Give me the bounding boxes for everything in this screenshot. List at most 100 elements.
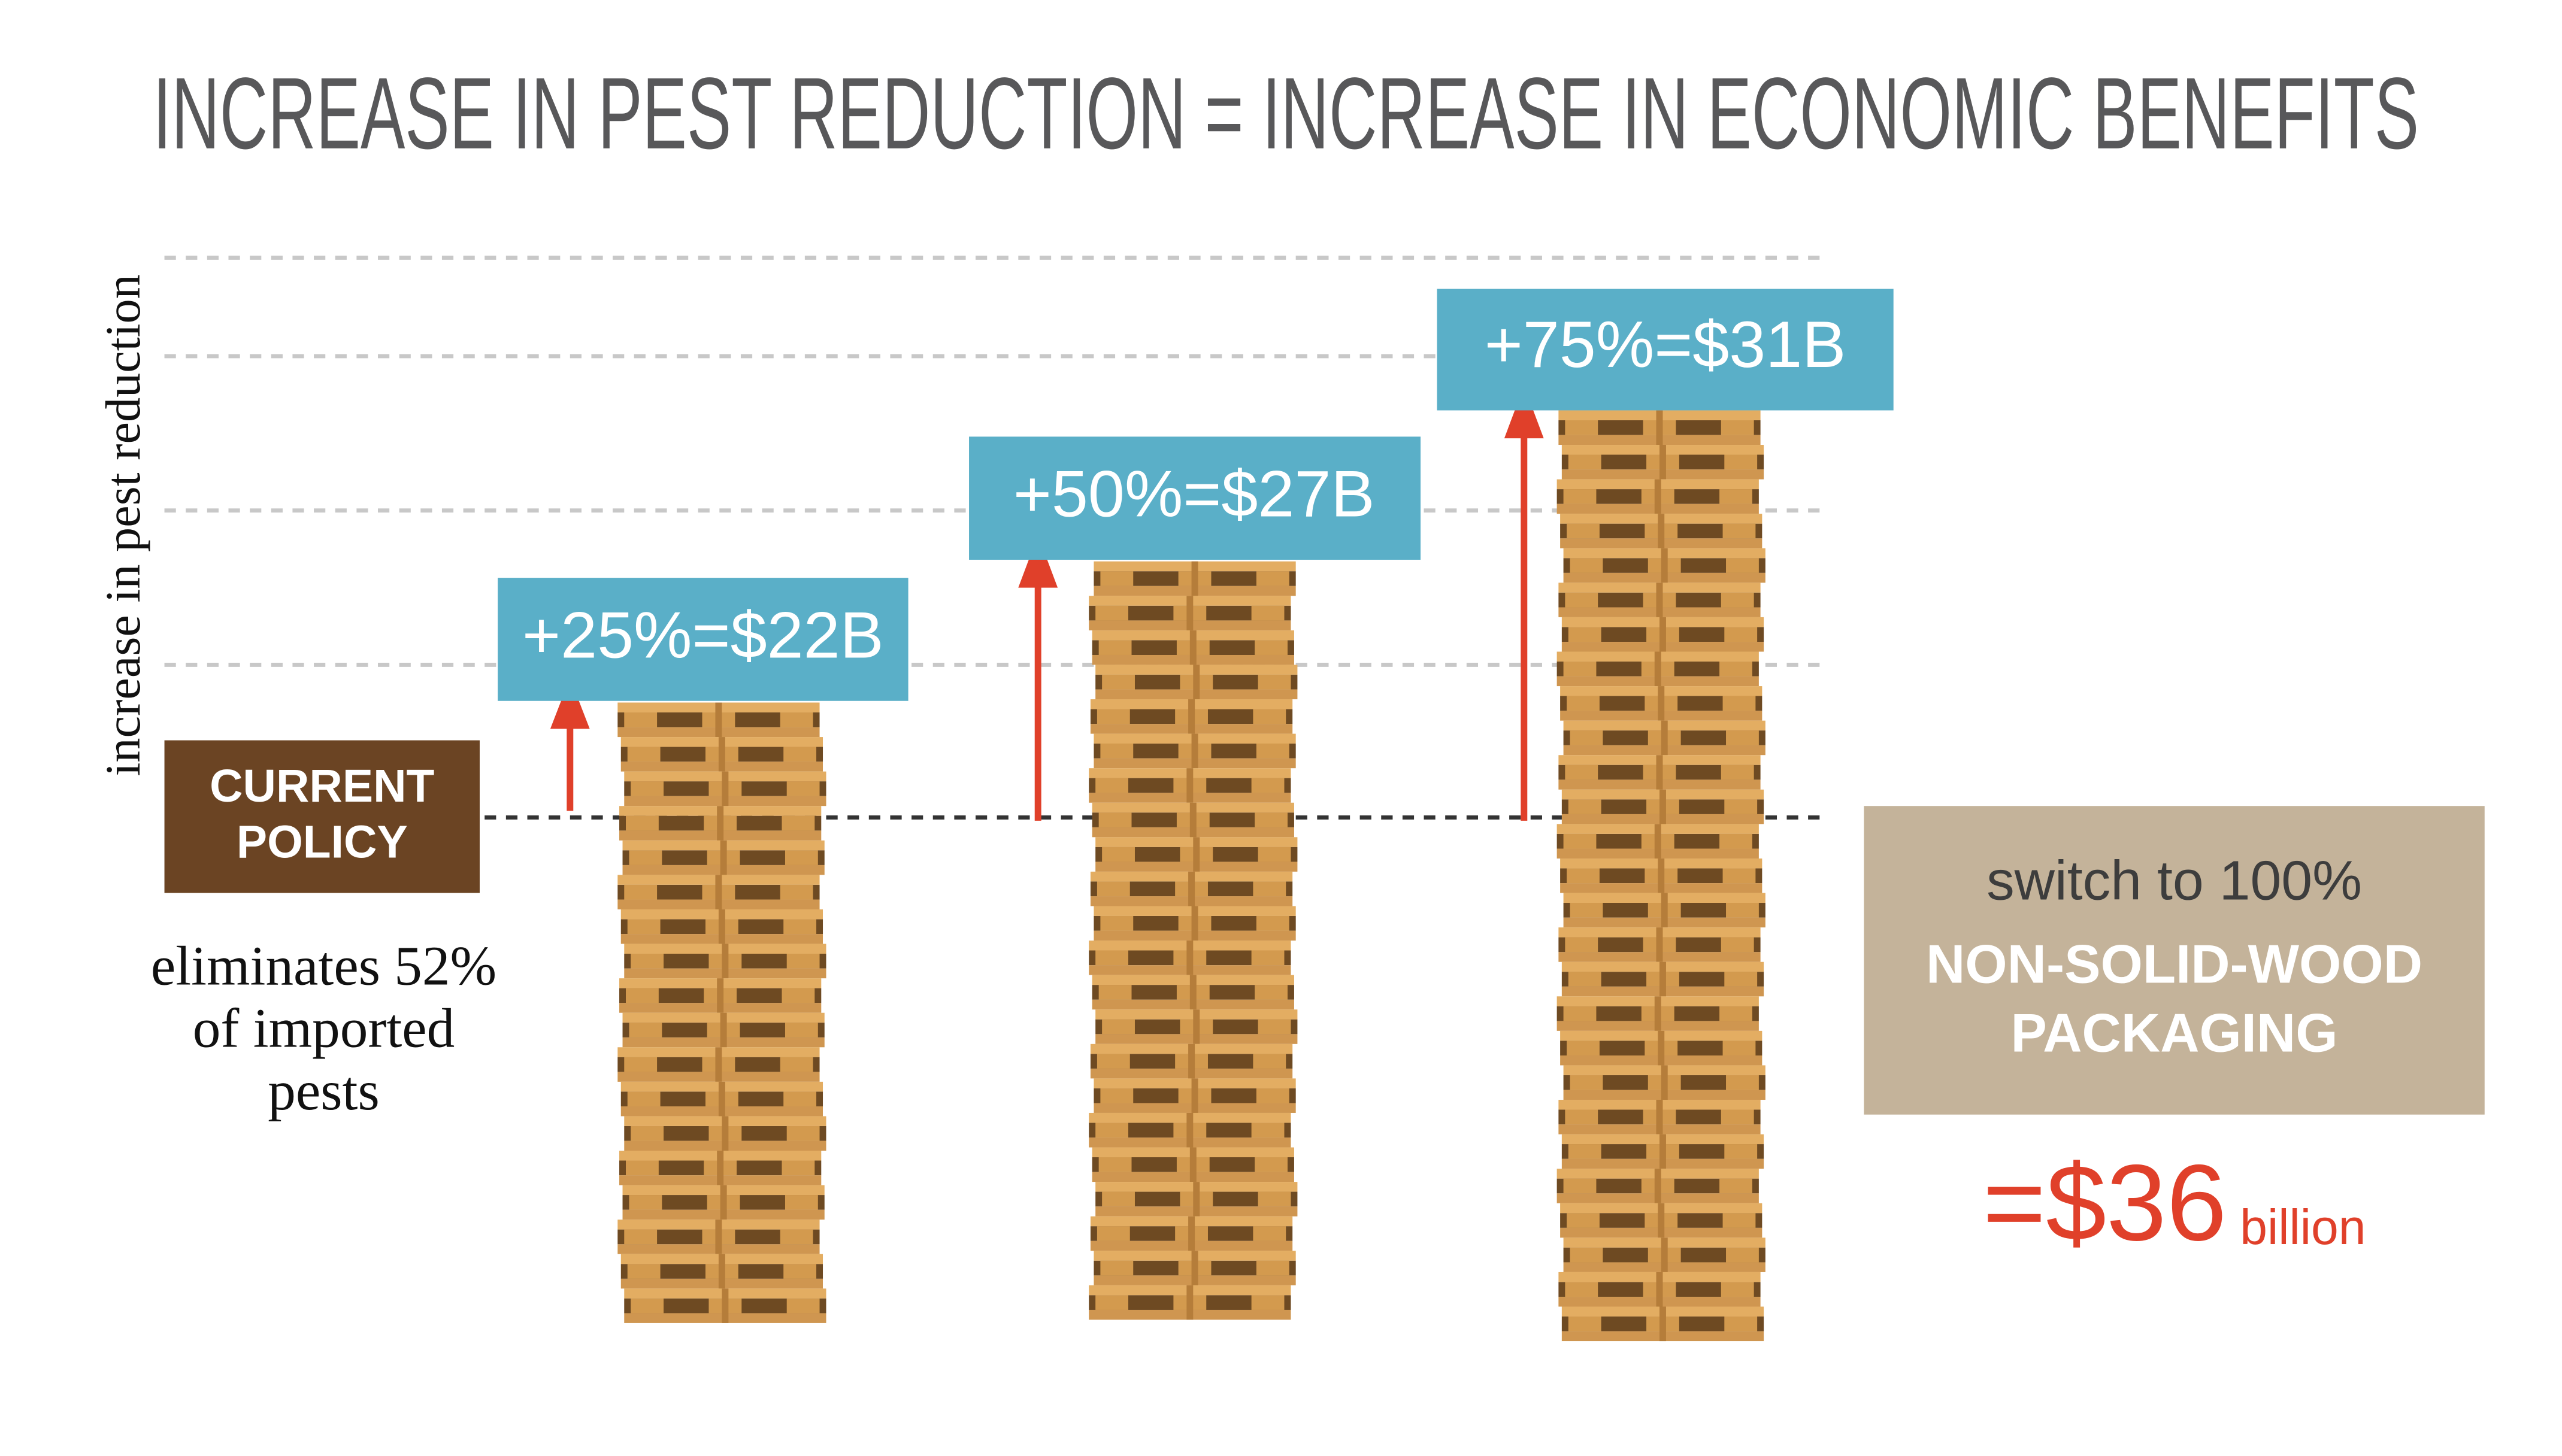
pallet-block xyxy=(624,712,658,727)
pallet-block xyxy=(785,1195,818,1210)
pallet-block xyxy=(786,954,820,969)
pallet-block xyxy=(785,1023,818,1038)
pallet-block xyxy=(1567,523,1600,539)
pallet-seam xyxy=(1659,1306,1666,1342)
pallet-seam xyxy=(1661,1065,1668,1100)
pallet-block xyxy=(1722,868,1756,884)
switch-text: switch to 100% xyxy=(1986,849,2362,911)
pallet-seam xyxy=(1193,837,1200,872)
pallet-block xyxy=(624,884,658,900)
pallet-block xyxy=(1726,1247,1759,1263)
pallet-seam xyxy=(1191,906,1198,941)
scenario-label: +25%=$22B xyxy=(522,599,884,672)
pallet-seam xyxy=(1654,479,1661,514)
scenario-box xyxy=(969,436,1421,560)
pallet-block xyxy=(1568,454,1601,470)
pallet-seam xyxy=(715,875,722,909)
pallet-seam xyxy=(1656,1272,1663,1307)
pallet-block xyxy=(631,954,664,969)
pallet-seam xyxy=(1193,1009,1200,1044)
pallet-block xyxy=(631,1126,664,1141)
pallet-seam xyxy=(720,1012,727,1048)
pallet-seam xyxy=(1191,1251,1198,1285)
pallet-block xyxy=(629,1195,662,1210)
pallet-block xyxy=(783,1264,817,1279)
current-policy-label: POLICY xyxy=(237,817,408,867)
pallet-block xyxy=(1258,1191,1291,1207)
pallet-block xyxy=(1568,1144,1601,1159)
pallet-block xyxy=(1102,1019,1135,1035)
pallet-block xyxy=(1095,1295,1129,1310)
pallet-block xyxy=(624,1229,658,1245)
pallet-block xyxy=(1719,1006,1752,1021)
pallet-block xyxy=(1095,1123,1129,1138)
pallet-seam xyxy=(1186,1112,1194,1148)
pallet-seam xyxy=(1186,596,1194,630)
pallet-block xyxy=(1251,950,1285,966)
pallet-block xyxy=(631,1298,664,1314)
total-unit: billion xyxy=(2240,1200,2366,1255)
pallet-block xyxy=(1253,1226,1286,1241)
pallet-block xyxy=(782,815,815,831)
pallet-block xyxy=(1100,915,1134,931)
pallet-block xyxy=(1568,1316,1601,1331)
pallet-block xyxy=(631,781,664,796)
pallet-seam xyxy=(1188,871,1195,906)
pallet-block xyxy=(1253,881,1286,897)
title: INCREASE IN PEST REDUCTION = INCREASE IN… xyxy=(153,57,2419,171)
pallet-block xyxy=(1255,640,1288,655)
pallet-seam xyxy=(717,1151,724,1185)
pallet-seam xyxy=(1658,1030,1665,1066)
pallet-seam xyxy=(1186,1285,1194,1320)
pallet-seam xyxy=(722,1116,729,1151)
pallet-seam xyxy=(1661,548,1668,583)
pallet-seam xyxy=(1191,561,1198,596)
pallet-block xyxy=(1097,881,1130,897)
pallet-block xyxy=(1251,605,1285,621)
pallet-block xyxy=(1565,765,1598,780)
pallet-seam xyxy=(715,702,722,738)
pallet-seam xyxy=(720,1185,727,1220)
pallet-block xyxy=(1724,454,1758,470)
pallet-block xyxy=(627,1091,661,1106)
pallet-block xyxy=(1256,744,1289,759)
y-axis-label: increase in pest reduction xyxy=(96,274,150,776)
pallet-block xyxy=(1563,661,1597,677)
switch-box xyxy=(1864,806,2485,1115)
pallet-block xyxy=(1563,833,1597,849)
pallet-block xyxy=(1256,1260,1289,1276)
pallet-seam xyxy=(1661,720,1668,756)
pallet-seam xyxy=(1659,1134,1666,1169)
pallet-block xyxy=(627,1264,661,1279)
pallet-seam xyxy=(1654,996,1661,1031)
pallet-block xyxy=(1724,1316,1758,1331)
pallet-block xyxy=(1721,765,1754,780)
pallet-block xyxy=(1097,709,1130,724)
pallet-block xyxy=(786,1126,820,1141)
pallet-block xyxy=(1563,1178,1597,1194)
pallet-block xyxy=(1721,420,1754,435)
pallet-seam xyxy=(715,1047,722,1082)
pallet-seam xyxy=(1189,802,1197,838)
pallet-block xyxy=(1253,709,1286,724)
pallet-block xyxy=(624,1057,658,1072)
pallet-block xyxy=(1256,1088,1289,1103)
pallet-seam xyxy=(1654,651,1661,687)
pallet-seam xyxy=(1659,789,1666,824)
arrow-head xyxy=(1018,535,1058,588)
pallet-block xyxy=(1097,1054,1130,1069)
pallet-block xyxy=(1102,674,1135,690)
pallet-seam xyxy=(722,771,729,806)
pallet-seam xyxy=(717,806,724,841)
pallet-block xyxy=(1724,972,1758,987)
pallet-block xyxy=(1568,972,1601,987)
scenario-label: +75%=$31B xyxy=(1485,308,1846,381)
pallet-block xyxy=(1719,1178,1752,1194)
pallet-block xyxy=(783,747,817,762)
switch-text: PACKAGING xyxy=(2010,1003,2337,1064)
pallet-seam xyxy=(1658,514,1665,548)
pallet-block xyxy=(627,747,661,762)
pallet-block xyxy=(1721,1109,1754,1125)
pallet-block xyxy=(1568,799,1601,814)
